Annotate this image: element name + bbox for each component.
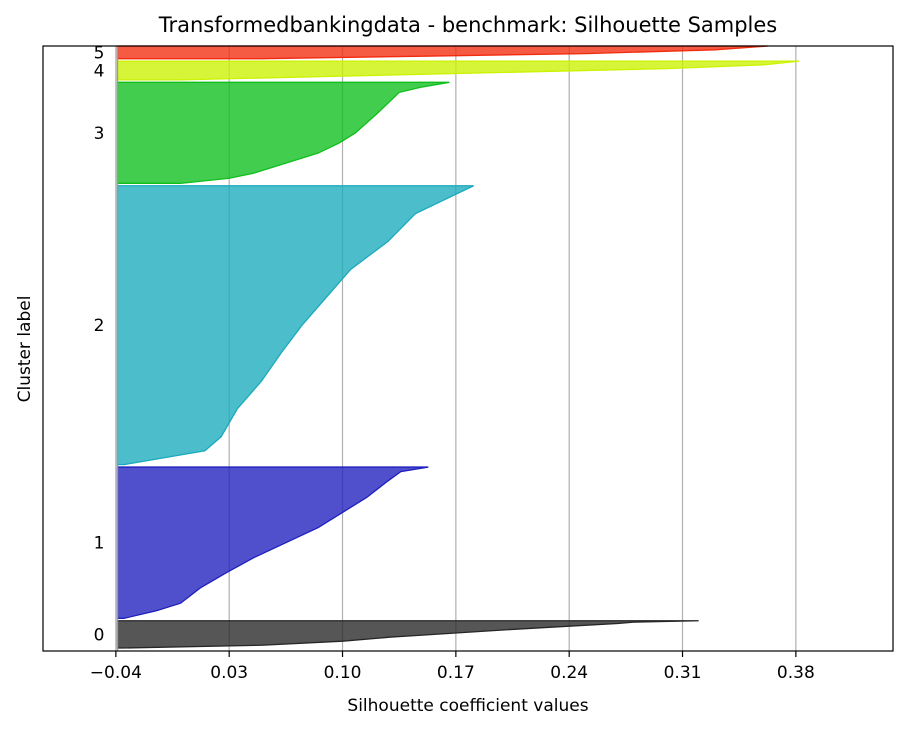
cluster-0-label: 0 (94, 625, 105, 645)
cluster-1-label: 1 (94, 534, 105, 554)
cluster-5-silhouette (116, 45, 769, 60)
cluster-areas (116, 45, 800, 649)
cluster-1-silhouette (116, 466, 429, 619)
x-tick-label: 0.38 (777, 663, 815, 683)
cluster-4-silhouette (116, 60, 800, 81)
cluster-3-label: 3 (94, 124, 105, 144)
cluster-2-label: 2 (94, 316, 105, 336)
x-tick-label: −0.04 (90, 663, 142, 683)
cluster-2-silhouette (116, 185, 474, 466)
cluster-labels: 0 1 2 3 45 (94, 43, 105, 645)
cluster-0-silhouette (116, 620, 699, 649)
cluster-3-silhouette (116, 81, 450, 184)
chart-title: Transformedbankingdata - benchmark: Silh… (158, 13, 778, 37)
cluster-5-label: 5 (94, 43, 105, 63)
y-axis-label: Cluster label (15, 296, 35, 403)
x-tick-label: 0.03 (210, 663, 248, 683)
x-tick-label: 0.31 (664, 663, 702, 683)
cluster-4-label: 4 (94, 62, 105, 82)
x-axis-ticks: −0.04 0.03 0.10 0.17 0.24 0.31 0.38 (90, 651, 815, 683)
x-tick-label: 0.24 (550, 663, 588, 683)
plot-frame (42, 45, 894, 652)
x-tick-label: 0.17 (437, 663, 475, 683)
x-tick-label: 0.10 (324, 663, 362, 683)
x-axis-label: Silhouette coefficient values (347, 696, 588, 716)
